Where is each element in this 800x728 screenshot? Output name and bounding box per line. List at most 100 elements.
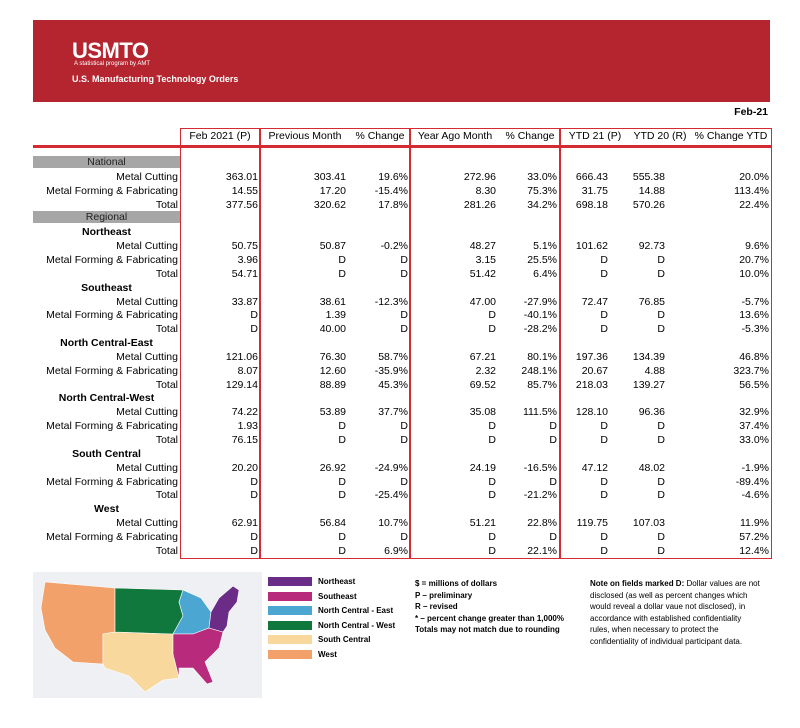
table-cell: 37.7%	[378, 406, 408, 419]
row-label: Metal Cutting	[116, 461, 178, 474]
row-label: Metal Cutting	[116, 240, 178, 253]
column-header: % Change	[355, 130, 405, 142]
table-cell: 57.2%	[739, 530, 769, 543]
table-cell: -16.5%	[523, 461, 557, 474]
column-group-border	[260, 128, 410, 559]
note-line: R – revised	[415, 602, 458, 611]
map-south-central	[102, 631, 180, 693]
table-cell: 111.5%	[522, 406, 557, 419]
table-cell: D	[400, 530, 408, 543]
legend-label: South Central	[318, 635, 371, 644]
table-cell: 272.96	[463, 170, 496, 183]
row-label: Total	[155, 198, 178, 211]
table-cell: D	[250, 323, 258, 336]
tagline: A statistical program by AMT	[74, 61, 151, 67]
table-cell: D	[488, 434, 496, 446]
disclosure-line: confidentiality of individual participan…	[590, 636, 743, 646]
table-cell: D	[549, 475, 557, 488]
legend-label: Southeast	[318, 591, 357, 601]
table-cell: D	[600, 267, 608, 280]
table-cell: 20.20	[231, 461, 258, 474]
legend-swatch	[268, 606, 312, 615]
table-cell: 22.1%	[527, 544, 557, 557]
table-cell: -28.2%	[523, 323, 557, 336]
table-cell: 14.88	[638, 184, 665, 197]
table-cell: D	[250, 530, 258, 543]
table-cell: 2.32	[475, 364, 496, 377]
table-cell: 555.38	[632, 170, 665, 183]
table-cell: D	[400, 253, 408, 266]
row-label: Metal Cutting	[116, 295, 178, 308]
table-cell: 50.87	[319, 240, 346, 253]
region-name: North Central-East	[60, 337, 153, 350]
table-cell: D	[657, 544, 665, 557]
legend-swatch	[268, 620, 312, 630]
table-cell: 24.19	[469, 461, 496, 474]
region-name: Northeast	[81, 226, 131, 239]
table-cell: 67.21	[469, 350, 496, 363]
table-cell: 74.22	[231, 406, 258, 419]
table-cell: 48.02	[638, 461, 665, 474]
table-cell: D	[657, 267, 665, 280]
table-cell: 47.12	[581, 461, 608, 474]
map-north-central-west	[114, 587, 184, 635]
logo: USMTO	[72, 38, 149, 63]
row-label: Metal Cutting	[116, 350, 178, 363]
table-cell: 8.07	[237, 364, 258, 377]
table-cell: -0.2%	[380, 240, 408, 253]
table-cell: D	[488, 530, 496, 543]
table-cell: 76.30	[319, 350, 346, 363]
table-cell: 19.6%	[378, 170, 408, 183]
table-cell: D	[400, 475, 408, 488]
table-cell: -24.9%	[374, 461, 408, 474]
table-cell: 248.1%	[521, 364, 557, 377]
table-cell: D	[338, 434, 346, 446]
table-cell: 570.26	[632, 198, 665, 211]
disclosure-line: accordance with established confidential…	[590, 613, 742, 623]
disclosure-line: rules, when necessary to protect the	[590, 625, 719, 634]
disclosure-lead: Note on fields marked D:	[590, 579, 685, 588]
table-cell: D	[250, 475, 258, 488]
table-cell: 3.15	[475, 253, 496, 266]
disclosure-line: would reveal a dollar vaue not disclosed…	[590, 602, 746, 611]
table-cell: 50.75	[231, 240, 258, 253]
note-line: P – preliminary	[415, 590, 473, 600]
table-cell: 218.03	[575, 378, 608, 391]
row-label: Metal Forming & Fabricating	[46, 364, 178, 377]
table-cell: 35.08	[469, 406, 496, 419]
row-label: Total	[155, 267, 178, 280]
table-cell: D	[488, 489, 496, 502]
table-cell: D	[549, 434, 557, 446]
table-cell: D	[657, 530, 665, 543]
header-band	[33, 20, 770, 102]
table-cell: D	[488, 544, 496, 557]
row-label: Total	[155, 544, 178, 557]
table-cell: 14.55	[231, 184, 258, 197]
header-rule	[33, 145, 772, 148]
table-cell: D	[657, 475, 665, 488]
table-cell: 22.8%	[527, 517, 557, 530]
table-cell: 363.01	[225, 170, 258, 183]
table-cell: D	[600, 489, 608, 502]
column-header: % Change	[505, 130, 555, 142]
table-cell: D	[338, 544, 346, 557]
table-cell: 51.42	[469, 267, 496, 280]
table-cell: 6.4%	[533, 267, 557, 280]
table-cell: 323.7%	[733, 364, 769, 377]
table-cell: D	[657, 434, 665, 446]
table-cell: D	[338, 253, 346, 266]
row-label: Metal Cutting	[116, 517, 178, 530]
table-cell: 47.00	[469, 295, 496, 308]
table-cell: -12.3%	[374, 295, 408, 308]
table-cell: -25.4%	[374, 489, 408, 502]
map-northeast	[208, 585, 240, 633]
row-label: Metal Forming & Fabricating	[46, 530, 178, 543]
table-cell: 698.18	[575, 198, 608, 211]
table-cell: 62.91	[231, 517, 258, 530]
table-cell: -89.4%	[735, 475, 769, 488]
region-name: North Central-West	[58, 392, 155, 405]
table-cell: 76.15	[231, 434, 258, 446]
table-cell: D	[400, 309, 408, 322]
table-cell: D	[338, 420, 346, 433]
